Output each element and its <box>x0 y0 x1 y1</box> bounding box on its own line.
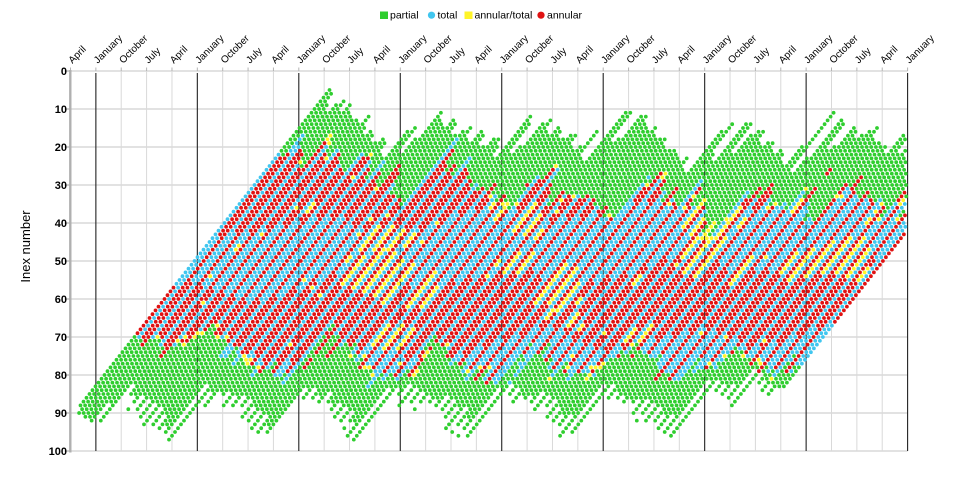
svg-text:annular: annular <box>547 10 583 22</box>
svg-text:0: 0 <box>61 66 67 78</box>
svg-text:40: 40 <box>55 218 67 230</box>
svg-text:partial: partial <box>390 10 419 22</box>
svg-text:70: 70 <box>55 332 67 344</box>
svg-text:90: 90 <box>55 408 67 420</box>
svg-text:80: 80 <box>55 370 67 382</box>
svg-text:20: 20 <box>55 142 67 154</box>
svg-text:annular/total: annular/total <box>475 10 533 22</box>
svg-text:100: 100 <box>49 446 67 458</box>
svg-text:Inex number: Inex number <box>18 210 33 283</box>
svg-text:60: 60 <box>55 294 67 306</box>
svg-text:total: total <box>438 10 458 22</box>
svg-text:10: 10 <box>55 104 67 116</box>
svg-text:30: 30 <box>55 180 67 192</box>
svg-text:50: 50 <box>55 256 67 268</box>
